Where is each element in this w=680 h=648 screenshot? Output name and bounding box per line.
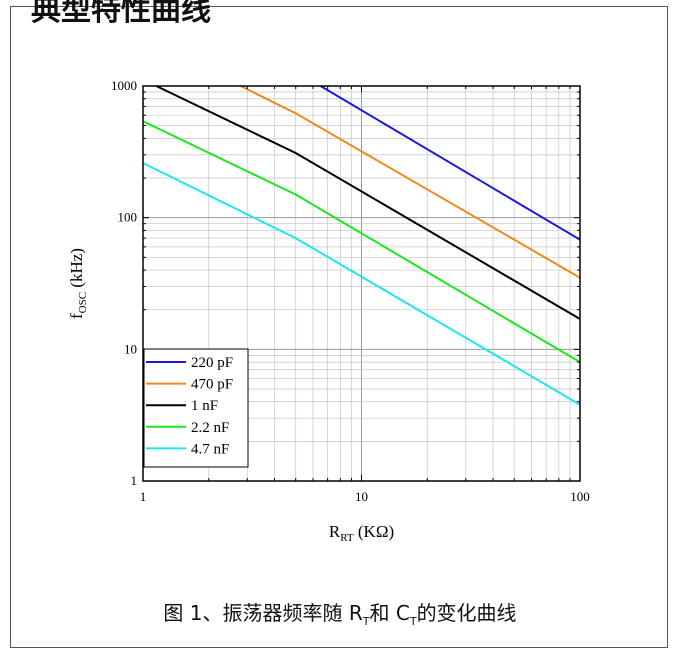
caption-prefix: 图 1、振荡器频率随 R <box>163 601 363 625</box>
series-line <box>320 85 581 241</box>
legend: 220 pF 470 pF 1 nF 2.2 nF 4.7 nF <box>143 348 249 468</box>
x-axis-title-main: R <box>329 522 341 541</box>
legend-label: 470 pF <box>191 377 233 393</box>
caption-sub-2: T <box>409 615 417 628</box>
series-line <box>142 120 581 363</box>
y-tick-label: 100 <box>118 210 138 225</box>
x-axis-title-sub: RT <box>340 532 354 544</box>
x-tick-label: 100 <box>570 489 590 504</box>
x-tick-label: 10 <box>355 489 368 504</box>
x-axis-title: RRT (KΩ) <box>329 522 394 544</box>
section-heading: 典型特性曲线 <box>31 0 211 28</box>
x-tick-label: 1 <box>140 489 147 504</box>
y-tick-label: 10 <box>124 341 137 356</box>
legend-label: 2.2 nF <box>191 420 229 436</box>
y-axis-title-sub: OSC <box>77 292 89 313</box>
legend-label: 1 nF <box>191 398 218 414</box>
caption-suffix: 的变化曲线 <box>416 601 517 625</box>
series-line <box>240 85 581 279</box>
caption-mid: 和 C <box>369 601 410 625</box>
frequency-chart: 1 10 100 1 10 100 1000 220 pF 470 pF 1 nF 2.2 nF 4… <box>67 78 590 544</box>
legend-box <box>143 348 249 468</box>
y-axis-title-unit: (kHz) <box>67 248 86 292</box>
series-group <box>142 85 581 406</box>
caption-sub-1: T <box>362 615 370 628</box>
y-tick-label: 1 <box>131 473 138 488</box>
y-axis-title-main: f <box>67 313 86 319</box>
x-axis-title-unit: (KΩ) <box>354 522 394 541</box>
legend-label: 220 pF <box>191 355 233 371</box>
series-line <box>142 162 581 406</box>
y-tick-label: 1000 <box>111 78 137 93</box>
legend-label: 4.7 nF <box>191 441 229 457</box>
figure-caption: 图 1、振荡器频率随 RT和 CT的变化曲线 <box>0 597 680 628</box>
series-line <box>155 85 581 320</box>
y-axis-title: fOSC (kHz) <box>67 248 89 319</box>
axis-ticks: 1 10 100 1 10 100 1000 <box>111 78 590 504</box>
